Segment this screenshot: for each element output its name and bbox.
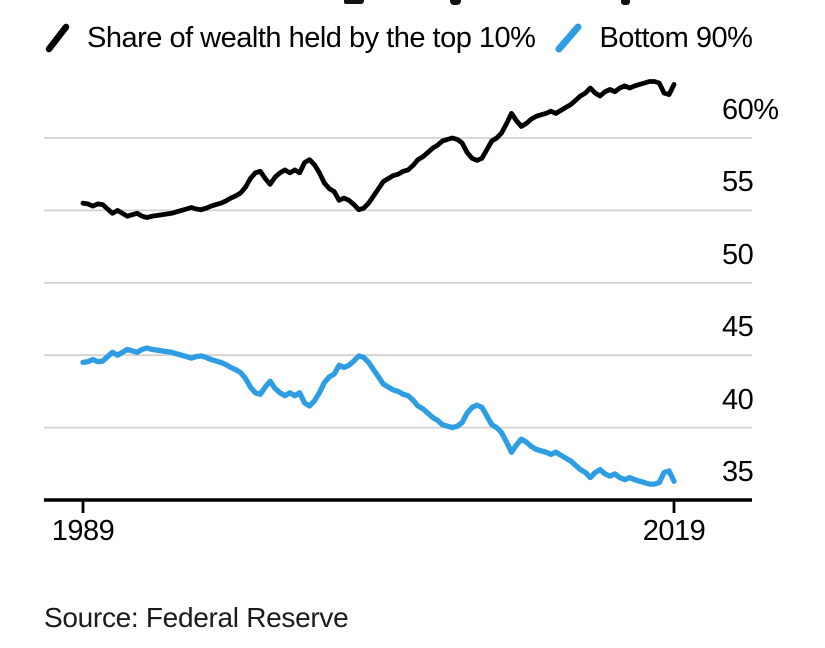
x-axis-label-1989: 1989 (51, 515, 115, 547)
chart-legend: Share of wealth held by the top 10% Bott… (44, 20, 753, 56)
top10-line (80, 79, 677, 221)
legend-item-bottom90: Bottom 90% (554, 20, 753, 56)
y-axis-label-50: 50 (722, 239, 754, 271)
legend-label-bottom90: Bottom 90% (599, 22, 753, 54)
source-credit: Source: Federal Reserve (44, 602, 349, 633)
y-axis-label-40: 40 (722, 384, 754, 416)
y-axis-label-45: 45 (722, 311, 754, 343)
legend-label-top10: Share of wealth held by the top 10% (87, 22, 536, 54)
y-axis-label-35: 35 (722, 456, 754, 488)
x-axis-label-2019: 2019 (642, 515, 706, 547)
top10-series-slash-icon (45, 23, 70, 53)
cropped-title-descender (344, 0, 364, 4)
y-axis-label-55: 55 (722, 166, 754, 198)
legend-item-top10: Share of wealth held by the top 10% (44, 20, 536, 56)
bottom90-line (80, 345, 677, 487)
bottom90-series-slash-icon (555, 23, 582, 53)
y-axis-label-60: 60% (722, 94, 779, 126)
cropped-title-descender (450, 0, 461, 5)
cropped-title-descender (621, 0, 630, 5)
